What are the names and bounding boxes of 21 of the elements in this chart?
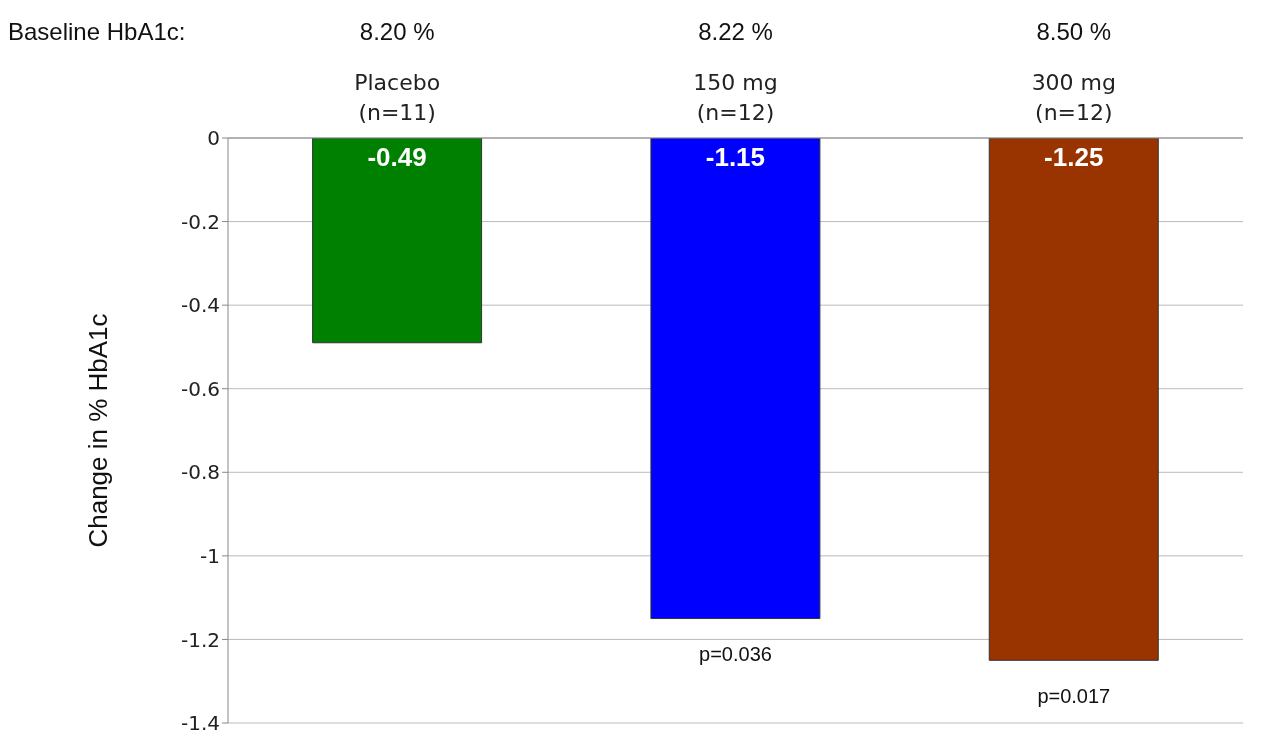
annotation: p=0.036: [699, 642, 772, 665]
text: 8.50 %: [1035, 18, 1113, 46]
y-tick-label: -1.2: [180, 627, 220, 652]
x-tick-label: Placebo (n=11): [354, 70, 441, 125]
text: 8.20 %: [358, 18, 436, 46]
data-label: -0.49: [367, 142, 427, 173]
y-tick-label: 0: [207, 126, 220, 151]
y-tick-label: -0.2: [180, 209, 220, 234]
y-tick-label: -0.4: [180, 293, 220, 318]
y-tick-label: -0.6: [180, 376, 220, 401]
annotation: p=0.017: [1037, 684, 1111, 707]
y-tick-label: -1.4: [180, 711, 220, 736]
x-tick-label: 300 mg (n=12): [1031, 70, 1117, 125]
text: Baseline HbA1c:: [8, 18, 186, 46]
text: 8.22 %: [697, 18, 774, 46]
x-tick-label: 150 mg (n=12): [693, 70, 778, 125]
y-axis-title: Change in % HbA1c: [83, 313, 114, 548]
data-label: -1.15: [705, 142, 766, 173]
y-tick-label: -0.8: [180, 460, 220, 485]
y-tick-label: -1: [200, 543, 220, 568]
data-label: -1.25: [1044, 142, 1104, 173]
